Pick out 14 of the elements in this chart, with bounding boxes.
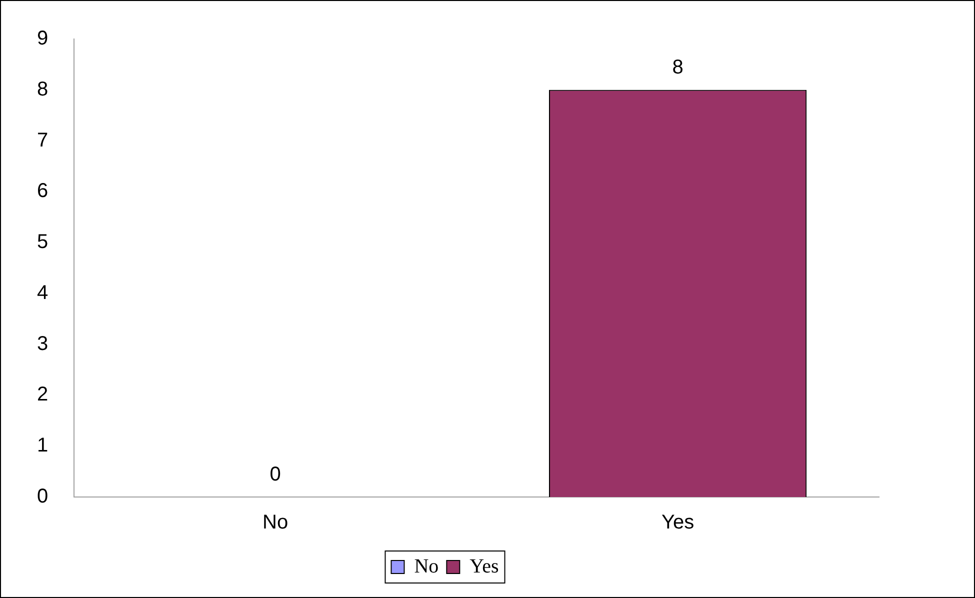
y-tick-label: 9 <box>37 28 48 50</box>
y-tick-label: 8 <box>37 78 48 100</box>
y-tick-label: 3 <box>37 332 48 355</box>
legend-label: No <box>414 555 439 578</box>
y-tick-label: 0 <box>37 486 48 508</box>
data-label: 0 <box>270 464 281 486</box>
y-tick-label: 1 <box>37 434 48 457</box>
y-tick-label: 2 <box>37 384 48 406</box>
data-label: 8 <box>672 56 684 78</box>
legend-label: Yes <box>470 555 499 578</box>
y-tick-label: 4 <box>37 282 48 304</box>
y-tick-label: 7 <box>37 129 48 152</box>
y-tick-label: 6 <box>37 180 48 202</box>
y-tick-label: 5 <box>37 231 48 254</box>
